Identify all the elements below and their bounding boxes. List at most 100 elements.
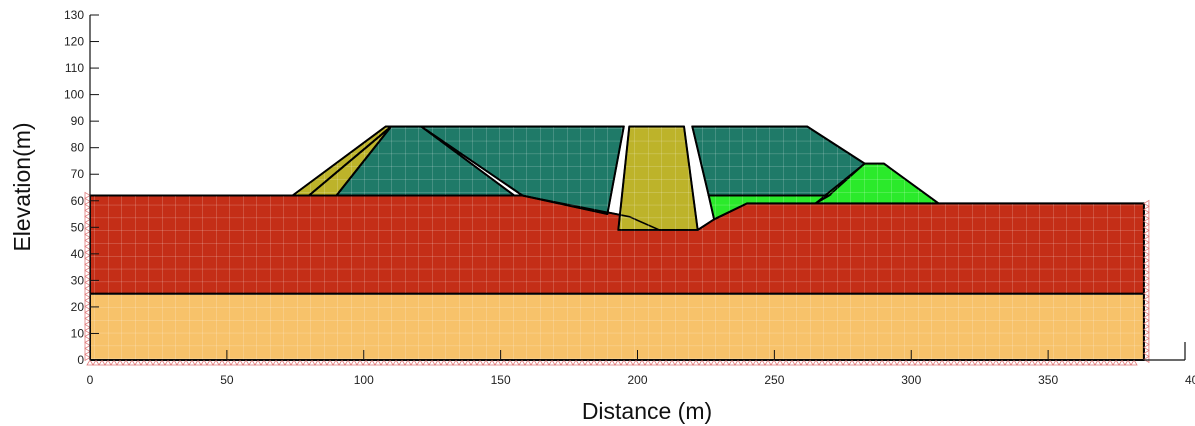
support-base — [620, 359, 628, 366]
support-right — [1143, 289, 1150, 298]
support-base — [716, 359, 724, 366]
support-base — [1106, 359, 1114, 366]
support-base — [554, 359, 562, 366]
support-right — [1143, 277, 1150, 286]
support-base — [368, 359, 376, 366]
support-right — [1143, 313, 1150, 322]
support-left — [84, 281, 91, 290]
support-base — [350, 359, 358, 366]
support-base — [176, 359, 184, 366]
support-left — [84, 317, 91, 326]
support-base — [818, 359, 826, 366]
support-base — [998, 359, 1006, 366]
support-base — [980, 359, 988, 366]
support-base — [110, 359, 118, 366]
support-base — [890, 359, 898, 366]
support-base — [398, 359, 406, 366]
support-base — [950, 359, 958, 366]
support-base — [1028, 359, 1036, 366]
support-base — [320, 359, 328, 366]
support-right — [1143, 337, 1150, 346]
y-tick-label: 70 — [71, 167, 85, 181]
support-base — [302, 359, 310, 366]
support-base — [1130, 359, 1138, 366]
support-base — [590, 359, 598, 366]
support-base — [1034, 359, 1042, 366]
x-tick-label: 100 — [354, 373, 374, 387]
support-base — [824, 359, 832, 366]
support-base — [542, 359, 550, 366]
support-base — [566, 359, 574, 366]
support-base — [662, 359, 670, 366]
support-base — [1022, 359, 1030, 366]
support-base — [194, 359, 202, 366]
support-base — [260, 359, 268, 366]
support-base — [632, 359, 640, 366]
support-base — [236, 359, 244, 366]
support-base — [740, 359, 748, 366]
support-base — [1064, 359, 1072, 366]
support-base — [758, 359, 766, 366]
support-base — [1070, 359, 1078, 366]
support-base — [536, 359, 544, 366]
support-base — [152, 359, 160, 366]
support-base — [764, 359, 772, 366]
support-right — [1143, 331, 1150, 340]
support-left — [84, 341, 91, 350]
support-left — [84, 263, 91, 272]
support-base — [500, 359, 508, 366]
support-left — [84, 353, 91, 362]
mesh-drain — [707, 194, 833, 221]
y-tick-label: 30 — [71, 273, 85, 287]
support-base — [548, 359, 556, 366]
support-base — [254, 359, 262, 366]
y-tick-label: 50 — [71, 220, 85, 234]
support-base — [878, 359, 886, 366]
support-base — [266, 359, 274, 366]
support-left — [84, 257, 91, 266]
support-base — [908, 359, 916, 366]
support-base — [344, 359, 352, 366]
support-base — [332, 359, 340, 366]
support-left — [84, 227, 91, 236]
support-base — [608, 359, 616, 366]
support-right — [1143, 253, 1150, 262]
mesh-core — [617, 125, 699, 231]
support-base — [932, 359, 940, 366]
support-base — [830, 359, 838, 366]
support-left — [84, 269, 91, 278]
support-base — [518, 359, 526, 366]
y-tick-label: 20 — [71, 300, 85, 314]
support-base — [848, 359, 856, 366]
support-base — [1004, 359, 1012, 366]
support-base — [746, 359, 754, 366]
support-base — [86, 359, 94, 366]
support-base — [806, 359, 814, 366]
support-base — [128, 359, 136, 366]
support-base — [992, 359, 1000, 366]
support-base — [482, 359, 490, 366]
support-left — [84, 245, 91, 254]
support-base — [962, 359, 970, 366]
support-base — [644, 359, 652, 366]
support-base — [452, 359, 460, 366]
boundary-supports — [84, 191, 1150, 366]
finite-element-mesh — [90, 125, 1145, 361]
support-right — [1143, 301, 1150, 310]
support-base — [872, 359, 880, 366]
support-base — [596, 359, 604, 366]
support-right — [1143, 295, 1150, 304]
support-base — [1124, 359, 1132, 366]
support-left — [84, 287, 91, 296]
support-base — [668, 359, 676, 366]
support-base — [182, 359, 190, 366]
support-base — [218, 359, 226, 366]
support-base — [296, 359, 304, 366]
support-base — [530, 359, 538, 366]
y-tick-label: 80 — [71, 141, 85, 155]
support-base — [338, 359, 346, 366]
support-base — [692, 359, 700, 366]
support-base — [326, 359, 334, 366]
support-base — [614, 359, 622, 366]
support-left — [84, 197, 91, 206]
